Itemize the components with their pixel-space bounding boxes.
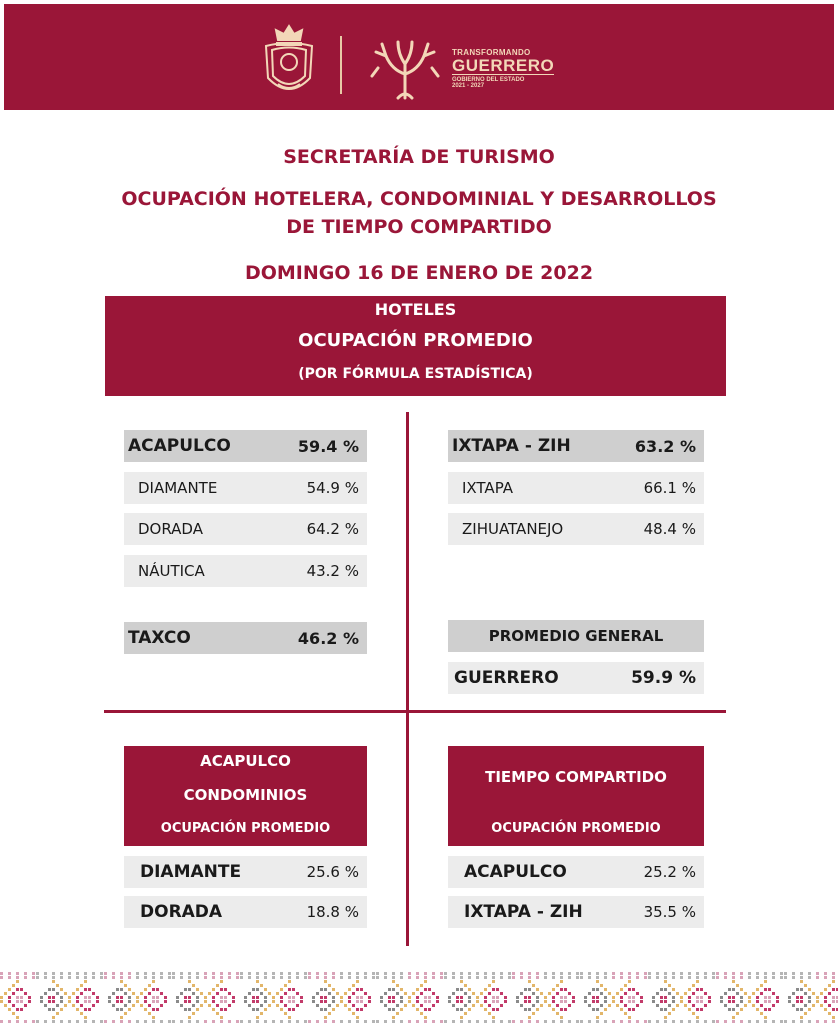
condo-dorada-value: 18.8 % [306,903,359,921]
nautica-value: 43.2 % [306,562,359,580]
promedio-general-label: PROMEDIO GENERAL [488,627,664,645]
diamante-row: DIAMANTE 54.9 % [124,472,367,504]
condo-diamante-value: 25.6 % [306,863,359,881]
nautica-row: NÁUTICA 43.2 % [124,555,367,587]
header-banner: TRANSFORMANDO GUERRERO GOBIERNO DEL ESTA… [4,4,834,110]
ocupacion-title-line2: DE TIEMPO COMPARTIDO [286,216,552,238]
tc-acapulco-label: ACAPULCO [464,862,567,882]
diamante-value: 54.9 % [306,479,359,497]
formula-label: (POR FÓRMULA ESTADÍSTICA) [298,366,533,382]
nautica-label: NÁUTICA [138,562,205,580]
brand-line-1: TRANSFORMANDO [452,48,531,57]
brand-line-3: GOBIERNO DEL ESTADO [452,77,525,83]
diamante-label: DIAMANTE [138,479,218,497]
condominios-header-box: ACAPULCO CONDOMINIOS OCUPACIÓN PROMEDIO [124,746,367,846]
taxco-label: TAXCO [128,628,191,648]
guerrero-value: 59.9 % [631,668,696,688]
tc-ixtapa-label: IXTAPA - ZIH [464,902,583,922]
condo-dorada-row: DORADA 18.8 % [124,896,367,928]
tc-ixtapa-value: 35.5 % [643,903,696,921]
acapulco-label: ACAPULCO [128,436,231,456]
condo-dorada-label: DORADA [140,902,223,922]
condo-diamante-row: DIAMANTE 25.6 % [124,856,367,888]
tc-acapulco-row: ACAPULCO 25.2 % [448,856,704,888]
condominios-line2: CONDOMINIOS [183,786,308,804]
tree-logo-icon [370,40,440,100]
hoteles-label: HOTELES [374,300,457,319]
acapulco-value: 59.4 % [297,436,359,456]
condominios-line1: ACAPULCO [200,752,291,770]
tiempo-compartido-line1: TIEMPO COMPARTIDO [485,768,667,786]
state-seal-icon [264,24,314,90]
zihuatanejo-row: ZIHUATANEJO 48.4 % [448,513,704,545]
tc-acapulco-value: 25.2 % [643,863,696,881]
zihuatanejo-label: ZIHUATANEJO [462,520,564,538]
brand-line-2: GUERRERO [452,56,555,75]
brand-text: TRANSFORMANDO GUERRERO GOBIERNO DEL ESTA… [452,48,555,89]
hoteles-header-box: HOTELES OCUPACIÓN PROMEDIO (POR FÓRMULA … [105,296,726,396]
dorada-value: 64.2 % [306,520,359,538]
vertical-divider [406,412,409,946]
ixtapa-label: IXTAPA [462,479,514,497]
promedio-general-header: PROMEDIO GENERAL [448,620,704,652]
ocupacion-title-line1: OCUPACIÓN HOTELERA, CONDOMINIAL Y DESARR… [121,188,717,210]
secretaria-title: SECRETARÍA DE TURISMO [283,146,555,168]
condominios-line3: OCUPACIÓN PROMEDIO [160,821,331,836]
taxco-row: TAXCO 46.2 % [124,622,367,654]
ixtapa-row: IXTAPA 66.1 % [448,472,704,504]
guerrero-row: GUERRERO 59.9 % [448,662,704,694]
tiempo-compartido-header-box: TIEMPO COMPARTIDO OCUPACIÓN PROMEDIO [448,746,704,846]
logo-area: TRANSFORMANDO GUERRERO GOBIERNO DEL ESTA… [4,4,834,110]
tiempo-compartido-line2: OCUPACIÓN PROMEDIO [491,821,661,836]
condo-diamante-label: DIAMANTE [140,862,242,882]
ixtapa-zih-value: 63.2 % [634,436,696,456]
dorada-label: DORADA [138,520,203,538]
brand-line-4: 2021 - 2027 [452,83,485,89]
dorada-row: DORADA 64.2 % [124,513,367,545]
date-title: DOMINGO 16 DE ENERO DE 2022 [244,262,594,284]
ocupacion-promedio-label: OCUPACIÓN PROMEDIO [298,330,533,351]
embroidery-pattern-footer [0,972,838,1023]
ixtapa-zih-label: IXTAPA - ZIH [452,436,571,456]
zihuatanejo-value: 48.4 % [643,520,696,538]
guerrero-label: GUERRERO [454,668,559,688]
logo-divider [340,36,342,94]
ixtapa-zih-row: IXTAPA - ZIH 63.2 % [448,430,704,462]
horizontal-divider [104,710,726,713]
taxco-value: 46.2 % [297,628,359,648]
tc-ixtapa-row: IXTAPA - ZIH 35.5 % [448,896,704,928]
ixtapa-value: 66.1 % [643,479,696,497]
acapulco-row: ACAPULCO 59.4 % [124,430,367,462]
